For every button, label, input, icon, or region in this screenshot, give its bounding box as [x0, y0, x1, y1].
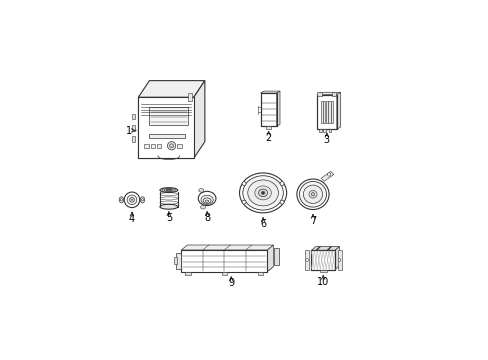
Polygon shape: [311, 246, 339, 250]
Polygon shape: [334, 246, 339, 270]
Text: 6: 6: [260, 219, 265, 229]
Bar: [318, 129, 321, 132]
Polygon shape: [260, 91, 280, 93]
Bar: [331, 92, 336, 96]
Bar: [156, 144, 161, 148]
Ellipse shape: [261, 192, 264, 194]
Ellipse shape: [119, 197, 123, 203]
Bar: [338, 250, 341, 270]
Ellipse shape: [258, 189, 267, 197]
Bar: [327, 101, 330, 123]
Bar: [320, 101, 322, 123]
Circle shape: [129, 198, 134, 202]
Bar: [330, 101, 332, 123]
Bar: [328, 129, 330, 132]
Polygon shape: [316, 92, 340, 95]
Polygon shape: [181, 267, 273, 271]
Ellipse shape: [243, 176, 283, 210]
Bar: [323, 129, 325, 132]
Bar: [316, 95, 336, 129]
Polygon shape: [320, 171, 333, 181]
Text: 8: 8: [203, 213, 210, 223]
Bar: [305, 250, 308, 270]
Bar: [131, 125, 135, 131]
Bar: [317, 92, 321, 96]
Bar: [323, 101, 325, 123]
Circle shape: [280, 200, 284, 204]
Bar: [177, 144, 181, 148]
Text: 4: 4: [129, 214, 135, 224]
Circle shape: [131, 199, 132, 201]
Ellipse shape: [303, 185, 322, 203]
Ellipse shape: [160, 188, 177, 193]
Circle shape: [242, 200, 245, 204]
Ellipse shape: [308, 190, 316, 198]
Bar: [260, 93, 276, 126]
Ellipse shape: [198, 191, 216, 206]
Bar: [319, 270, 326, 273]
Bar: [181, 250, 267, 271]
Bar: [325, 101, 327, 123]
Bar: [311, 250, 334, 270]
Polygon shape: [138, 97, 193, 158]
Bar: [149, 107, 188, 125]
Polygon shape: [138, 81, 204, 97]
Circle shape: [167, 141, 175, 150]
Bar: [150, 144, 155, 148]
Ellipse shape: [200, 206, 205, 209]
Ellipse shape: [247, 180, 278, 206]
Circle shape: [120, 199, 122, 201]
Text: 2: 2: [265, 133, 271, 143]
Ellipse shape: [203, 198, 211, 203]
Circle shape: [141, 199, 143, 201]
Ellipse shape: [198, 189, 203, 192]
Text: 7: 7: [309, 216, 315, 226]
Ellipse shape: [299, 181, 326, 207]
Bar: [144, 144, 148, 148]
Bar: [221, 271, 226, 275]
Polygon shape: [336, 92, 340, 129]
Polygon shape: [276, 91, 280, 126]
Bar: [131, 114, 135, 120]
Bar: [174, 257, 177, 264]
Ellipse shape: [166, 189, 171, 191]
Ellipse shape: [160, 204, 177, 209]
Bar: [188, 93, 192, 102]
Bar: [257, 271, 263, 275]
Bar: [260, 93, 276, 126]
Circle shape: [337, 258, 340, 261]
Circle shape: [261, 192, 264, 194]
Ellipse shape: [205, 200, 208, 202]
Ellipse shape: [296, 179, 328, 210]
Text: 10: 10: [316, 276, 329, 287]
Bar: [175, 253, 181, 269]
Bar: [149, 134, 185, 138]
Ellipse shape: [201, 195, 213, 204]
Ellipse shape: [254, 186, 271, 200]
Circle shape: [280, 182, 284, 185]
Circle shape: [124, 192, 140, 208]
Text: 9: 9: [228, 278, 234, 288]
Circle shape: [169, 144, 173, 148]
Text: 3: 3: [323, 135, 329, 145]
Circle shape: [305, 258, 308, 261]
Polygon shape: [267, 245, 273, 271]
Bar: [311, 250, 334, 270]
Circle shape: [127, 195, 137, 204]
Bar: [316, 95, 336, 129]
Bar: [273, 248, 278, 265]
Bar: [185, 271, 191, 275]
Polygon shape: [193, 81, 204, 158]
Bar: [265, 126, 271, 129]
Bar: [131, 136, 135, 141]
Polygon shape: [181, 245, 273, 250]
Circle shape: [242, 182, 245, 185]
Ellipse shape: [140, 197, 144, 203]
Circle shape: [327, 173, 330, 176]
Ellipse shape: [239, 173, 286, 213]
Circle shape: [311, 193, 314, 196]
Polygon shape: [138, 97, 193, 158]
Text: 1: 1: [126, 126, 132, 135]
Text: 5: 5: [165, 213, 172, 223]
